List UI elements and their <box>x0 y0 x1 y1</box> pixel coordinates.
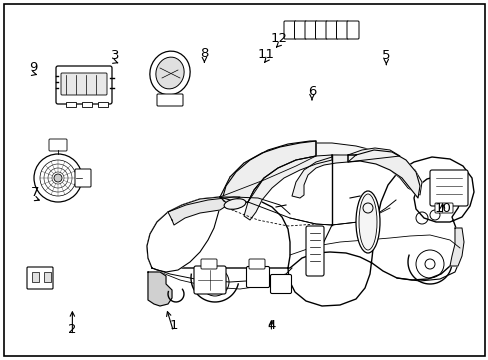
FancyBboxPatch shape <box>201 259 217 269</box>
Ellipse shape <box>156 57 184 89</box>
FancyBboxPatch shape <box>246 266 269 288</box>
FancyBboxPatch shape <box>157 94 183 106</box>
Bar <box>32 272 39 282</box>
Polygon shape <box>147 157 473 306</box>
Polygon shape <box>244 155 331 220</box>
Text: 1: 1 <box>169 319 178 332</box>
FancyBboxPatch shape <box>56 66 112 104</box>
FancyBboxPatch shape <box>49 139 67 151</box>
FancyBboxPatch shape <box>75 169 91 187</box>
Polygon shape <box>148 272 172 306</box>
Polygon shape <box>347 150 419 198</box>
Text: 8: 8 <box>200 47 208 60</box>
FancyBboxPatch shape <box>429 170 467 206</box>
Text: 4: 4 <box>266 319 275 332</box>
FancyBboxPatch shape <box>248 259 264 269</box>
Bar <box>44 272 51 282</box>
Text: 6: 6 <box>307 85 316 98</box>
Text: 5: 5 <box>381 49 390 62</box>
Bar <box>66 102 76 107</box>
Ellipse shape <box>358 194 376 250</box>
Text: 9: 9 <box>29 61 38 74</box>
Circle shape <box>54 174 62 182</box>
Polygon shape <box>147 141 315 272</box>
Polygon shape <box>229 143 421 202</box>
Ellipse shape <box>224 199 245 209</box>
Polygon shape <box>449 228 463 266</box>
FancyBboxPatch shape <box>434 203 452 213</box>
Text: 7: 7 <box>31 186 40 199</box>
Text: 12: 12 <box>270 32 286 45</box>
Text: 11: 11 <box>258 48 274 60</box>
Bar <box>98 102 108 107</box>
Polygon shape <box>291 155 355 198</box>
FancyBboxPatch shape <box>336 21 348 39</box>
FancyBboxPatch shape <box>346 21 358 39</box>
FancyBboxPatch shape <box>315 21 327 39</box>
FancyBboxPatch shape <box>294 21 306 39</box>
Ellipse shape <box>355 191 379 253</box>
FancyBboxPatch shape <box>305 226 324 276</box>
Text: 3: 3 <box>110 49 119 62</box>
FancyBboxPatch shape <box>325 21 337 39</box>
FancyBboxPatch shape <box>61 73 107 95</box>
Polygon shape <box>168 197 240 225</box>
Text: 2: 2 <box>68 323 77 336</box>
FancyBboxPatch shape <box>270 274 291 293</box>
FancyBboxPatch shape <box>27 267 53 289</box>
Polygon shape <box>347 148 399 162</box>
Polygon shape <box>220 141 315 203</box>
FancyBboxPatch shape <box>194 266 225 294</box>
FancyBboxPatch shape <box>284 21 295 39</box>
Text: 10: 10 <box>433 202 450 215</box>
Ellipse shape <box>149 51 190 95</box>
Bar <box>82 102 92 107</box>
FancyBboxPatch shape <box>305 21 316 39</box>
